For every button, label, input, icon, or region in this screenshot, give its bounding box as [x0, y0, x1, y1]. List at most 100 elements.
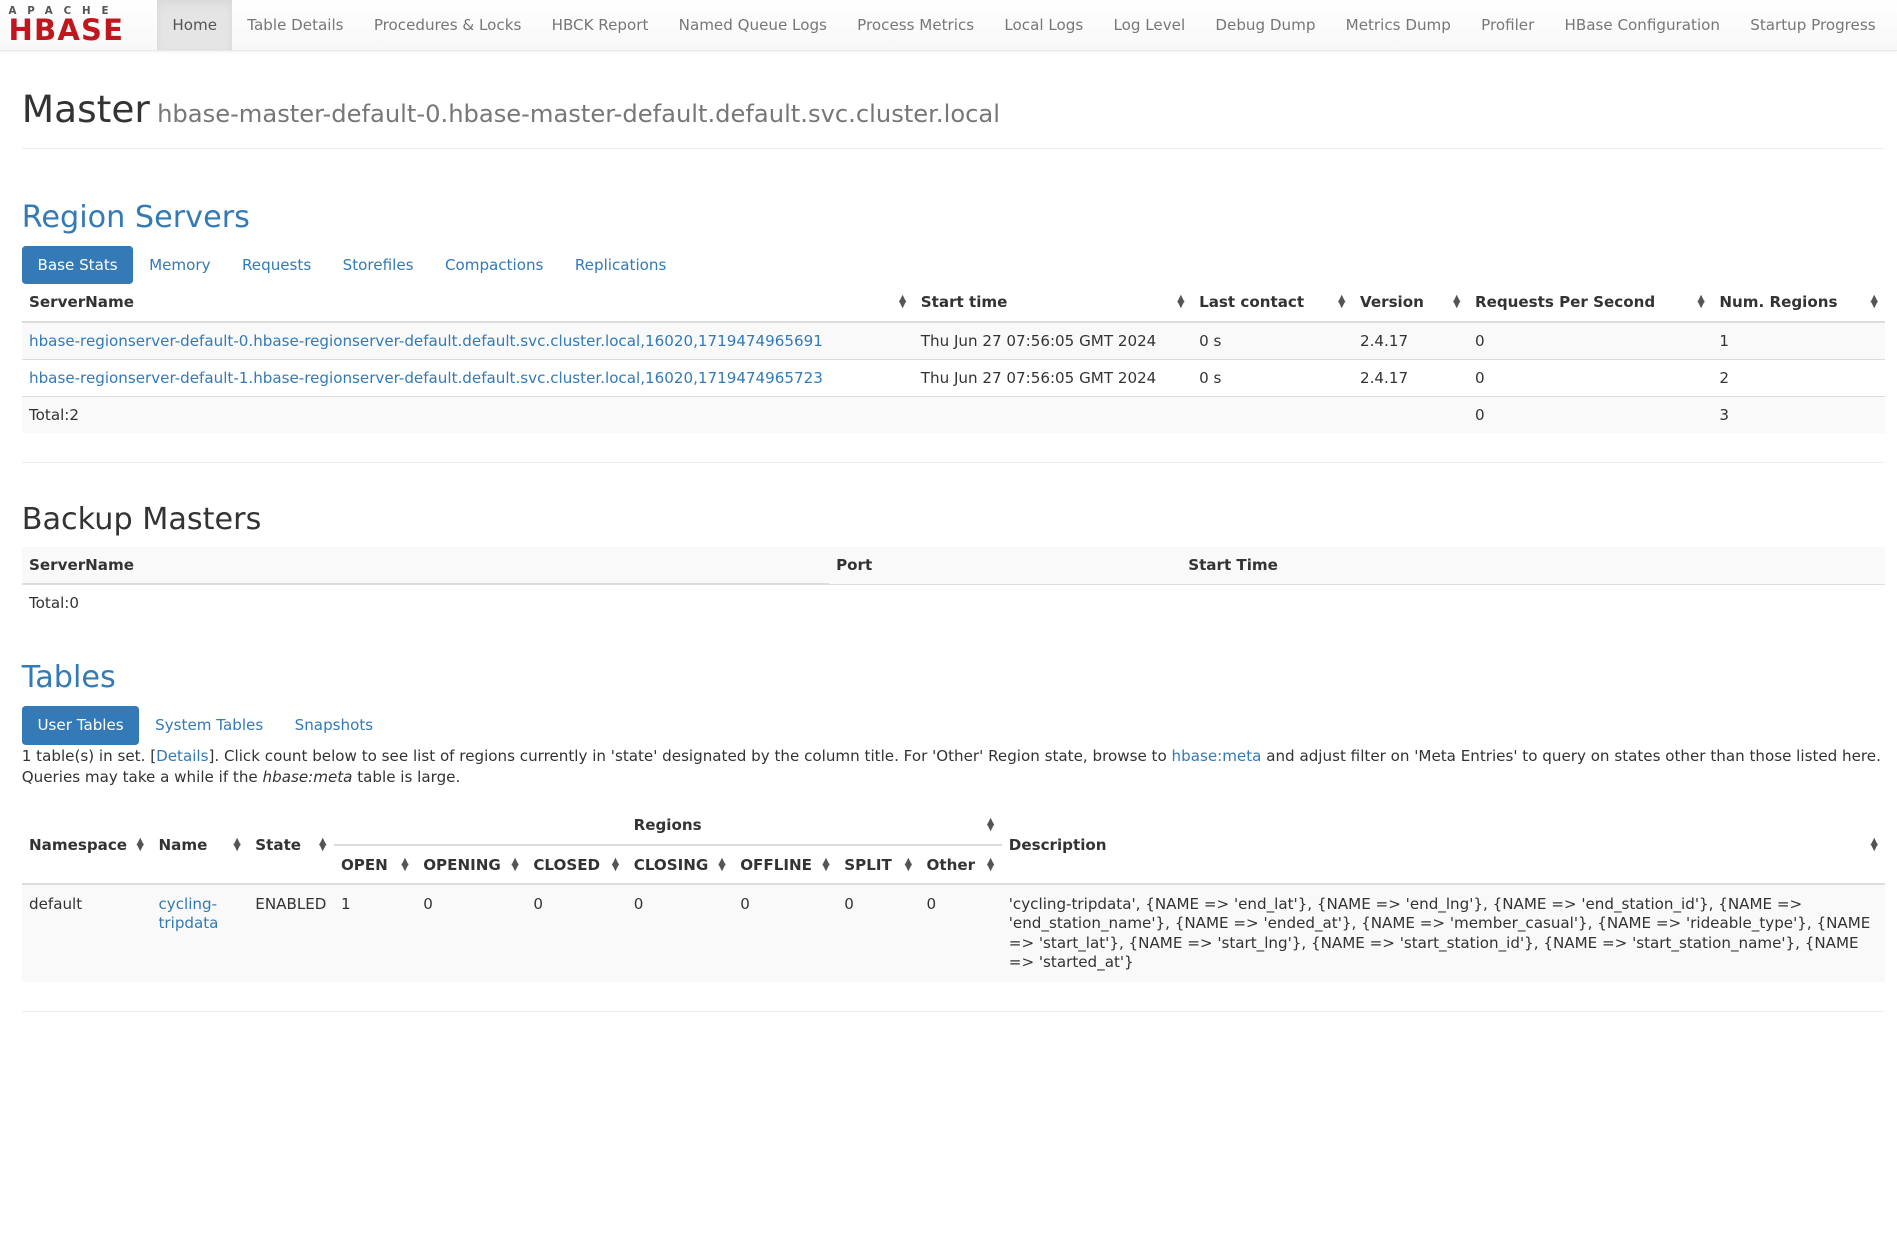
col-namespace[interactable]: Namespace ▲ ▼ — [21, 806, 152, 886]
tab-compactions[interactable]: Compactions — [444, 255, 544, 274]
tab-system-tables[interactable]: System Tables — [155, 716, 264, 735]
logo-top: APACHE — [8, 5, 120, 18]
cell: cycling-tripdata — [151, 883, 249, 983]
hbase-logo[interactable]: APACHE HBASE — [0, 0, 157, 50]
nav-profiler[interactable]: Profiler — [1481, 15, 1535, 34]
nav-log-level[interactable]: Log Level — [1113, 15, 1186, 34]
details-link[interactable]: Details — [156, 746, 209, 765]
table-name-link[interactable]: cycling-tripdata — [158, 895, 219, 933]
col-closing[interactable]: CLOSING ▲ ▼ — [626, 844, 733, 886]
logo-bottom: HBASE — [8, 12, 125, 47]
master-host: hbase-master-default-0.hbase-master-defa… — [157, 99, 1000, 128]
sort-icon: ▲ ▼ — [822, 855, 830, 873]
table-row: hbase-regionserver-default-0.hbase-regio… — [21, 321, 1886, 360]
cell: Thu Jun 27 07:56:05 GMT 2024 — [913, 321, 1192, 360]
col-opening[interactable]: OPENING ▲ ▼ — [415, 844, 527, 886]
cell: 0 — [415, 883, 527, 983]
hbase-meta-link[interactable]: hbase:meta — [1171, 746, 1262, 765]
total-cell: 0 — [1467, 396, 1713, 434]
backup-masters-heading: Backup Masters — [21, 502, 262, 538]
table-row: hbase-regionserver-default-1.hbase-regio… — [21, 358, 1886, 397]
nav-startup-progress[interactable]: Startup Progress — [1750, 15, 1876, 34]
cell: hbase-regionserver-default-1.hbase-regio… — [21, 358, 914, 397]
sort-icon: ▲ ▼ — [318, 835, 327, 853]
region-server-link[interactable]: hbase-regionserver-default-0.hbase-regio… — [29, 331, 823, 350]
cell: Thu Jun 27 07:56:05 GMT 2024 — [913, 358, 1192, 397]
tab-replications[interactable]: Replications — [574, 255, 667, 274]
nav-metrics-dump[interactable]: Metrics Dump — [1345, 15, 1451, 34]
sort-icon: ▲ ▼ — [1870, 293, 1878, 311]
tab-base-stats[interactable]: Base Stats — [21, 245, 134, 285]
total-cell: Total:2 — [21, 396, 914, 434]
tab-memory[interactable]: Memory — [149, 255, 211, 274]
page-header: Master hbase-master-default-0.hbase-maste… — [21, 86, 1886, 149]
table-row: default cycling-tripdata ENABLED 1 0 0 0 0 0 0'cy… — [21, 883, 1886, 983]
info-text: table is large. — [352, 767, 461, 786]
sort-icon: ▲ ▼ — [1338, 293, 1346, 311]
cell: 2 — [1712, 358, 1886, 397]
tables-info: 1 table(s) in set. [Details]. Click coun… — [22, 746, 1885, 787]
tab-snapshots[interactable]: Snapshots — [294, 716, 374, 735]
total-cell — [1352, 396, 1468, 434]
page-title: Master — [21, 86, 150, 131]
region-servers-heading: Region Servers — [21, 199, 250, 235]
tab-requests[interactable]: Requests — [241, 255, 312, 274]
col-start-time[interactable]: Start time ▲ ▼ — [913, 284, 1192, 323]
col-regions[interactable]: Regions ▲ ▼ — [333, 806, 1002, 846]
sort-icon: ▲ ▼ — [898, 293, 907, 311]
col-open[interactable]: OPEN ▲ ▼ — [333, 844, 416, 886]
nav-local-logs[interactable]: Local Logs — [1004, 15, 1084, 34]
col-offline[interactable]: OFFLINE ▲ ▼ — [732, 844, 837, 886]
col-servername: ServerName — [21, 546, 829, 586]
region-server-link[interactable]: hbase-regionserver-default-1.hbase-regio… — [29, 368, 823, 387]
info-text: ]. Click count below to see list of regi… — [208, 746, 1172, 765]
nav-debug-dump[interactable]: Debug Dump — [1215, 15, 1316, 34]
cell: 0 — [732, 883, 837, 983]
backup-masters-total: Total:0 — [21, 583, 1886, 622]
col-split[interactable]: SPLIT ▲ ▼ — [837, 844, 920, 886]
total-row: Total:2 0 3 — [21, 396, 1886, 434]
sort-icon: ▲ ▼ — [233, 835, 241, 853]
col-description[interactable]: Description ▲ ▼ — [1001, 806, 1886, 886]
total-cell: 3 — [1712, 396, 1886, 434]
cell: 0 — [1467, 358, 1713, 397]
nav-home[interactable]: Home — [157, 0, 233, 50]
sort-icon: ▲ ▼ — [611, 855, 620, 873]
sort-icon: ▲ ▼ — [1177, 293, 1185, 311]
cell: 0 s — [1191, 358, 1353, 397]
nav-table-details[interactable]: Table Details — [247, 15, 344, 34]
info-text: 1 table(s) in set. [ — [21, 746, 157, 765]
backup-masters-table: ServerName Port Start Time Total:0 — [21, 546, 1886, 622]
col-requests-per-second[interactable]: Requests Per Second ▲ ▼ — [1467, 284, 1713, 323]
nav-process-metrics[interactable]: Process Metrics — [857, 15, 975, 34]
nav-hbase-configuration[interactable]: HBase Configuration — [1564, 15, 1720, 34]
nav-hbck-report[interactable]: HBCK Report — [551, 15, 649, 34]
tables-heading: Tables — [21, 660, 116, 696]
nav-named-queue-logs[interactable]: Named Queue Logs — [678, 15, 827, 34]
cell: 0 — [526, 883, 627, 983]
col-port: Port — [836, 556, 873, 575]
navbar: APACHE HBASE Home Table Details Procedures… — [0, 0, 1897, 51]
cell: ENABLED — [248, 883, 334, 983]
col-num-regions[interactable]: Num. Regions ▲ ▼ — [1712, 284, 1886, 323]
cell: 2.4.17 — [1352, 321, 1468, 360]
cell: 0 — [626, 883, 733, 983]
col-last-contact[interactable]: Last contact ▲ ▼ — [1191, 284, 1353, 323]
sort-icon: ▲ ▼ — [401, 855, 409, 873]
col-other[interactable]: Other ▲ ▼ — [919, 844, 1002, 886]
col-name[interactable]: Name ▲ ▼ — [151, 806, 249, 886]
sort-icon: ▲ ▼ — [136, 835, 144, 853]
sort-icon: ▲ ▼ — [904, 855, 913, 873]
nav-procedures-locks[interactable]: Procedures & Locks — [373, 15, 522, 34]
col-servername[interactable]: ServerName ▲ ▼ — [21, 284, 914, 323]
col-version[interactable]: Version ▲ ▼ — [1352, 284, 1468, 323]
col-state[interactable]: State ▲ ▼ — [248, 806, 334, 886]
sort-icon: ▲ ▼ — [1697, 293, 1705, 311]
tab-storefiles[interactable]: Storefiles — [342, 255, 414, 274]
sort-icon: ▲ ▼ — [1870, 835, 1878, 853]
region-servers-table: ServerName ▲ ▼ Start time ▲ ▼ Last contact ▲ ▼ Ve… — [21, 284, 1886, 434]
col-closed[interactable]: CLOSED ▲ ▼ — [526, 844, 627, 886]
sort-icon: ▲ ▼ — [986, 816, 995, 834]
user-tables-table: Namespace ▲ ▼ Name ▲ ▼ State ▲ ▼ Regions ▲ ▼ Des… — [21, 806, 1886, 983]
tab-user-tables[interactable]: User Tables — [21, 706, 140, 745]
